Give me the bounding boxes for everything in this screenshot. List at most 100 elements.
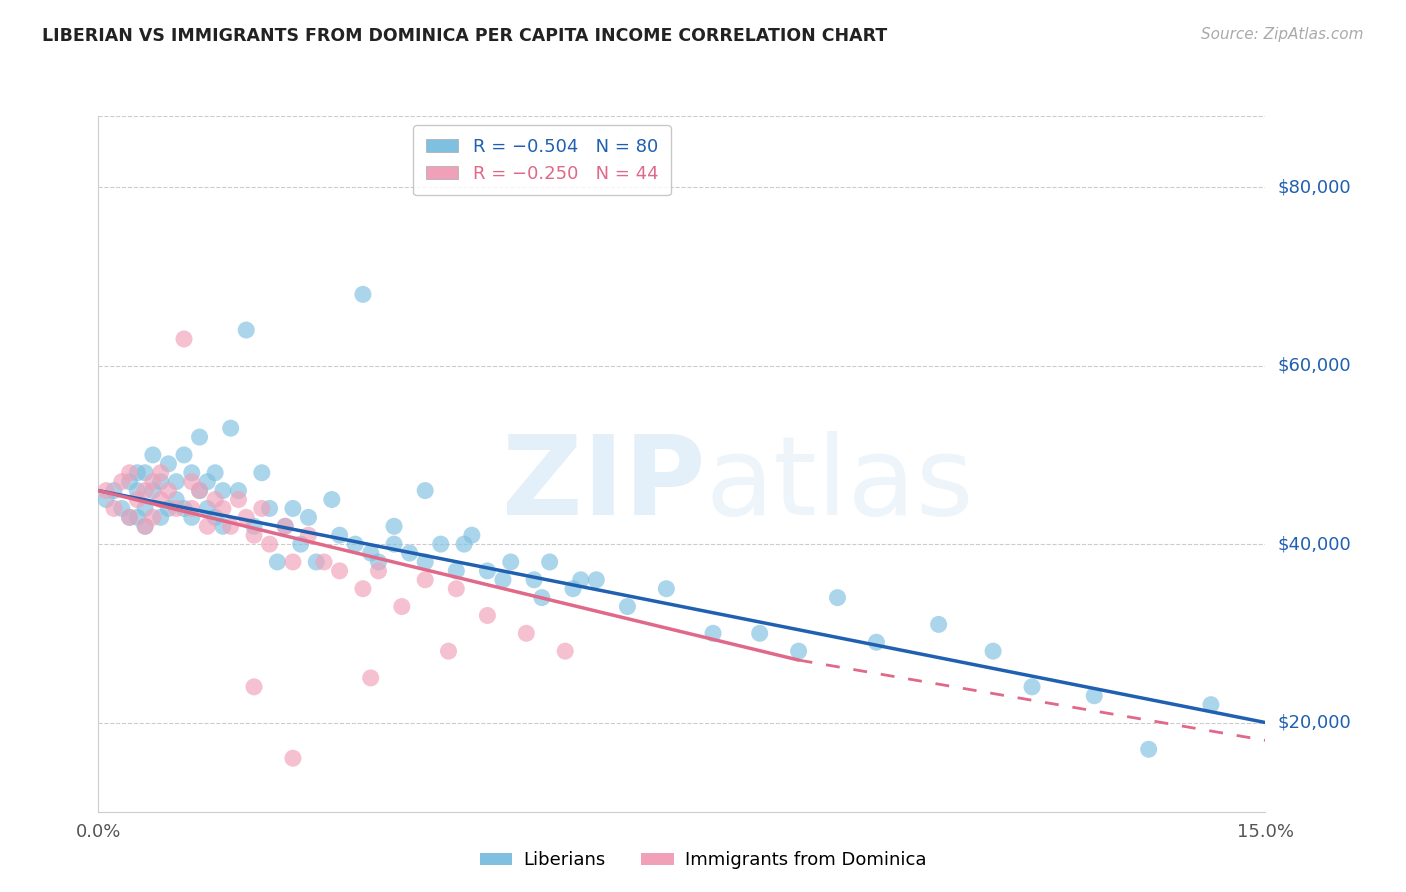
Point bbox=[212, 519, 235, 533]
Point bbox=[134, 466, 156, 480]
Point bbox=[499, 555, 522, 569]
Point bbox=[188, 483, 211, 498]
Text: $80,000: $80,000 bbox=[1277, 178, 1351, 196]
Point bbox=[142, 510, 165, 524]
Point bbox=[180, 501, 202, 516]
Point bbox=[429, 537, 451, 551]
Point bbox=[149, 466, 172, 480]
Point bbox=[259, 501, 281, 516]
Point bbox=[157, 501, 180, 516]
Point bbox=[173, 332, 195, 346]
Point bbox=[352, 287, 374, 301]
Point bbox=[352, 582, 374, 596]
Point bbox=[523, 573, 546, 587]
Point bbox=[157, 483, 180, 498]
Point bbox=[321, 492, 343, 507]
Point bbox=[127, 510, 149, 524]
Legend: Liberians, Immigrants from Dominica: Liberians, Immigrants from Dominica bbox=[471, 842, 935, 879]
Point bbox=[585, 573, 607, 587]
Point bbox=[281, 555, 304, 569]
Point bbox=[787, 644, 810, 658]
Point bbox=[96, 492, 118, 507]
Point bbox=[446, 582, 468, 596]
Point bbox=[235, 510, 257, 524]
Point bbox=[243, 519, 266, 533]
Point bbox=[250, 501, 273, 516]
Point bbox=[702, 626, 724, 640]
Point bbox=[1083, 689, 1105, 703]
Point bbox=[118, 466, 141, 480]
Point bbox=[748, 626, 770, 640]
Point bbox=[127, 466, 149, 480]
Point bbox=[212, 501, 235, 516]
Point bbox=[118, 510, 141, 524]
Point bbox=[149, 475, 172, 489]
Point bbox=[134, 501, 156, 516]
Point bbox=[142, 475, 165, 489]
Point bbox=[127, 492, 149, 507]
Point bbox=[981, 644, 1004, 658]
Point bbox=[134, 519, 156, 533]
Point bbox=[367, 564, 389, 578]
Point bbox=[827, 591, 849, 605]
Text: atlas: atlas bbox=[706, 431, 974, 538]
Point bbox=[461, 528, 484, 542]
Point bbox=[329, 528, 352, 542]
Point bbox=[250, 466, 273, 480]
Point bbox=[1021, 680, 1043, 694]
Point bbox=[188, 483, 211, 498]
Point bbox=[437, 644, 460, 658]
Point bbox=[157, 457, 180, 471]
Point bbox=[180, 510, 202, 524]
Point bbox=[329, 564, 352, 578]
Point bbox=[297, 528, 319, 542]
Point bbox=[928, 617, 950, 632]
Point bbox=[290, 537, 312, 551]
Point bbox=[165, 501, 187, 516]
Point bbox=[204, 510, 226, 524]
Point bbox=[382, 519, 405, 533]
Point bbox=[530, 591, 553, 605]
Point bbox=[228, 492, 250, 507]
Point bbox=[142, 448, 165, 462]
Point bbox=[103, 483, 125, 498]
Point bbox=[219, 421, 242, 435]
Point bbox=[569, 573, 592, 587]
Point bbox=[165, 492, 187, 507]
Point bbox=[538, 555, 561, 569]
Point bbox=[281, 501, 304, 516]
Point bbox=[134, 519, 156, 533]
Point bbox=[1137, 742, 1160, 756]
Point bbox=[173, 448, 195, 462]
Text: LIBERIAN VS IMMIGRANTS FROM DOMINICA PER CAPITA INCOME CORRELATION CHART: LIBERIAN VS IMMIGRANTS FROM DOMINICA PER… bbox=[42, 27, 887, 45]
Text: Source: ZipAtlas.com: Source: ZipAtlas.com bbox=[1201, 27, 1364, 42]
Point bbox=[219, 519, 242, 533]
Point bbox=[344, 537, 367, 551]
Point bbox=[266, 555, 288, 569]
Point bbox=[305, 555, 328, 569]
Point bbox=[111, 501, 134, 516]
Point bbox=[413, 483, 436, 498]
Point bbox=[554, 644, 576, 658]
Point bbox=[367, 555, 389, 569]
Point bbox=[398, 546, 420, 560]
Point bbox=[413, 573, 436, 587]
Point bbox=[195, 475, 218, 489]
Point bbox=[204, 466, 226, 480]
Point bbox=[274, 519, 297, 533]
Point bbox=[281, 751, 304, 765]
Point bbox=[243, 528, 266, 542]
Point bbox=[134, 483, 156, 498]
Point bbox=[149, 510, 172, 524]
Point bbox=[118, 475, 141, 489]
Point bbox=[180, 475, 202, 489]
Point bbox=[228, 483, 250, 498]
Point bbox=[180, 466, 202, 480]
Point bbox=[360, 546, 382, 560]
Text: $60,000: $60,000 bbox=[1277, 357, 1351, 375]
Point bbox=[96, 483, 118, 498]
Point bbox=[111, 475, 134, 489]
Point bbox=[259, 537, 281, 551]
Text: ZIP: ZIP bbox=[502, 431, 706, 538]
Point bbox=[274, 519, 297, 533]
